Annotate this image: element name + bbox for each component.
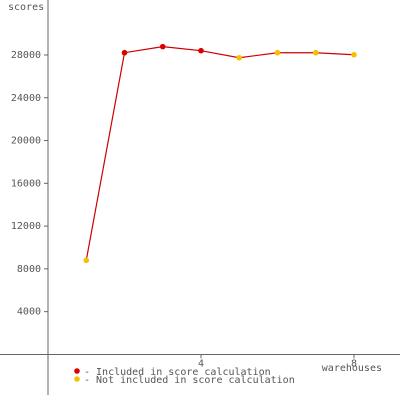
point	[159, 43, 166, 50]
point	[198, 47, 204, 54]
y-tick-label: 8000	[17, 264, 41, 275]
point	[236, 54, 243, 61]
point	[83, 257, 90, 264]
x-tick-label: 8	[351, 358, 357, 369]
y-tick-label: 24000	[11, 93, 41, 104]
legend-marker	[74, 368, 80, 374]
y-axis-label: scores	[8, 2, 44, 13]
x-axis-label: warehouses	[322, 363, 382, 374]
y-tick-label: 16000	[11, 178, 41, 189]
y-tick-label: 12000	[11, 221, 41, 232]
point	[274, 49, 281, 56]
point	[312, 49, 319, 56]
legend-label: - Included in score calculation	[84, 367, 271, 378]
legend-label: - Not included in score calculation	[84, 375, 295, 386]
point	[121, 49, 128, 56]
point	[351, 51, 357, 58]
line	[85, 46, 355, 261]
x-tick-label: 4	[198, 358, 204, 369]
y-tick-label: 20000	[11, 136, 41, 147]
legend-marker	[74, 376, 80, 382]
y-tick-label: 28000	[11, 50, 41, 61]
y-tick-label: 4000	[17, 307, 41, 318]
